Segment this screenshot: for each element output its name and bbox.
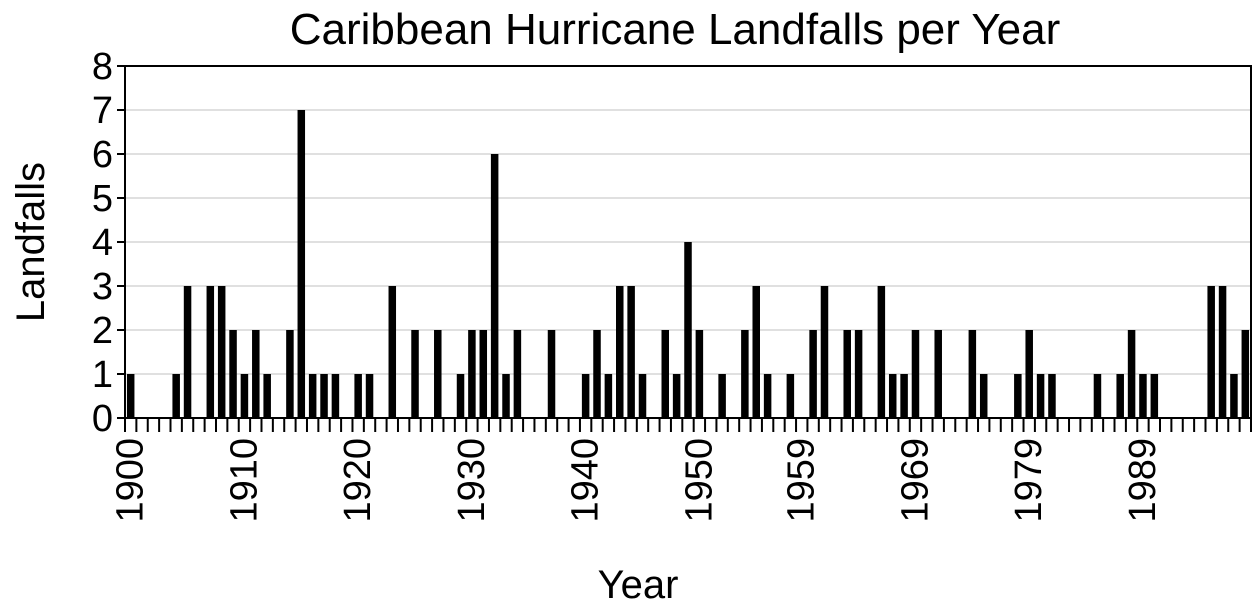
bar-1948 xyxy=(672,374,681,418)
bar-1908 xyxy=(217,286,226,418)
y-tick-label: 4 xyxy=(92,222,113,264)
bar-1974 xyxy=(968,330,977,418)
bar-1954 xyxy=(741,330,749,418)
bar-1916 xyxy=(308,374,317,418)
x-tick-label: 1959 xyxy=(781,438,823,523)
x-tick-label: 1930 xyxy=(451,438,493,523)
bar-1930 xyxy=(468,330,476,418)
bar-1921 xyxy=(365,374,374,418)
bar-1905 xyxy=(183,286,192,418)
x-tick-label: 1900 xyxy=(110,438,152,523)
bar-1931 xyxy=(479,330,488,418)
x-tick-label: 1940 xyxy=(565,438,607,523)
bar-1979 xyxy=(1025,330,1033,418)
y-tick-label: 8 xyxy=(92,46,113,88)
bar-1958 xyxy=(786,374,795,418)
bar-1985 xyxy=(1093,374,1102,418)
bar-1923 xyxy=(388,286,397,418)
bar-1941 xyxy=(593,330,601,418)
bar-1918 xyxy=(331,374,340,418)
bar-1949 xyxy=(684,242,692,418)
bar-1940 xyxy=(581,374,590,418)
x-tick-label: 1979 xyxy=(1008,438,1050,523)
bar-1969 xyxy=(911,330,920,418)
bar-1981 xyxy=(1048,374,1056,418)
bar-1942 xyxy=(604,374,613,418)
x-axis-label: Year xyxy=(598,563,679,607)
bar-1968 xyxy=(900,374,908,418)
bar-1966 xyxy=(877,286,886,418)
bar-1945 xyxy=(638,374,647,418)
bar-1960 xyxy=(809,330,817,418)
x-axis: 1900 1910 1920 1930 1940 1950 1959 1969 1979 1989 xyxy=(110,418,1252,523)
bar-1971 xyxy=(934,330,942,418)
bar-1912 xyxy=(263,374,271,418)
y-tick-label: 6 xyxy=(92,134,113,176)
y-tick-label: 2 xyxy=(92,310,113,352)
bar-1911 xyxy=(252,330,260,418)
bar-1944 xyxy=(627,286,635,418)
bar-1929 xyxy=(456,374,465,418)
bar-1955 xyxy=(752,286,760,418)
bar-1998 xyxy=(1241,330,1250,418)
bar-1914 xyxy=(286,330,294,418)
y-tick-label: 1 xyxy=(92,354,113,396)
bar-1910 xyxy=(240,374,249,418)
x-tick-label: 1910 xyxy=(223,438,265,523)
bar-1961 xyxy=(820,286,829,418)
x-tick-label: 1989 xyxy=(1122,438,1164,523)
bar-1975 xyxy=(979,374,988,418)
bar-1937 xyxy=(547,330,556,418)
bar-1963 xyxy=(843,330,851,418)
y-tick-label: 0 xyxy=(92,398,113,440)
bar-1932 xyxy=(490,154,499,418)
bar-1947 xyxy=(661,330,670,418)
y-tick-label: 7 xyxy=(92,90,113,132)
y-tick-label: 5 xyxy=(92,178,113,220)
bar-1952 xyxy=(718,374,726,418)
bar-1920 xyxy=(354,374,362,418)
bar-1989 xyxy=(1139,374,1147,418)
bar-1917 xyxy=(320,374,328,418)
bar-1907 xyxy=(206,286,215,418)
bar-1964 xyxy=(854,330,863,418)
bar-1980 xyxy=(1036,374,1045,418)
bar-1950 xyxy=(695,330,704,418)
bar-1934 xyxy=(513,330,522,418)
y-tick-label: 3 xyxy=(92,266,113,308)
bar-1988 xyxy=(1127,330,1136,418)
bar-1956 xyxy=(763,374,772,418)
bar-1995 xyxy=(1207,286,1215,418)
bar-1933 xyxy=(502,374,510,418)
y-axis-label: Landfalls xyxy=(9,162,53,322)
bar-1978 xyxy=(1014,374,1022,418)
bar-1927 xyxy=(434,330,442,418)
bar-1900 xyxy=(126,374,135,418)
x-tick-label: 1950 xyxy=(678,438,720,523)
bar-1967 xyxy=(888,374,897,418)
bar-1987 xyxy=(1116,374,1124,418)
bar-1943 xyxy=(616,286,624,418)
bar-1915 xyxy=(297,110,306,418)
bar-1990 xyxy=(1150,374,1159,418)
bars xyxy=(126,110,1250,418)
x-tick-label: 1969 xyxy=(894,438,936,523)
x-tick-label: 1920 xyxy=(337,438,379,523)
bar-1925 xyxy=(411,330,419,418)
bar-1997 xyxy=(1230,374,1238,418)
bar-1904 xyxy=(172,374,180,418)
chart-title: Caribbean Hurricane Landfalls per Year xyxy=(290,5,1061,54)
bar-1996 xyxy=(1218,286,1227,418)
bar-1909 xyxy=(229,330,237,418)
